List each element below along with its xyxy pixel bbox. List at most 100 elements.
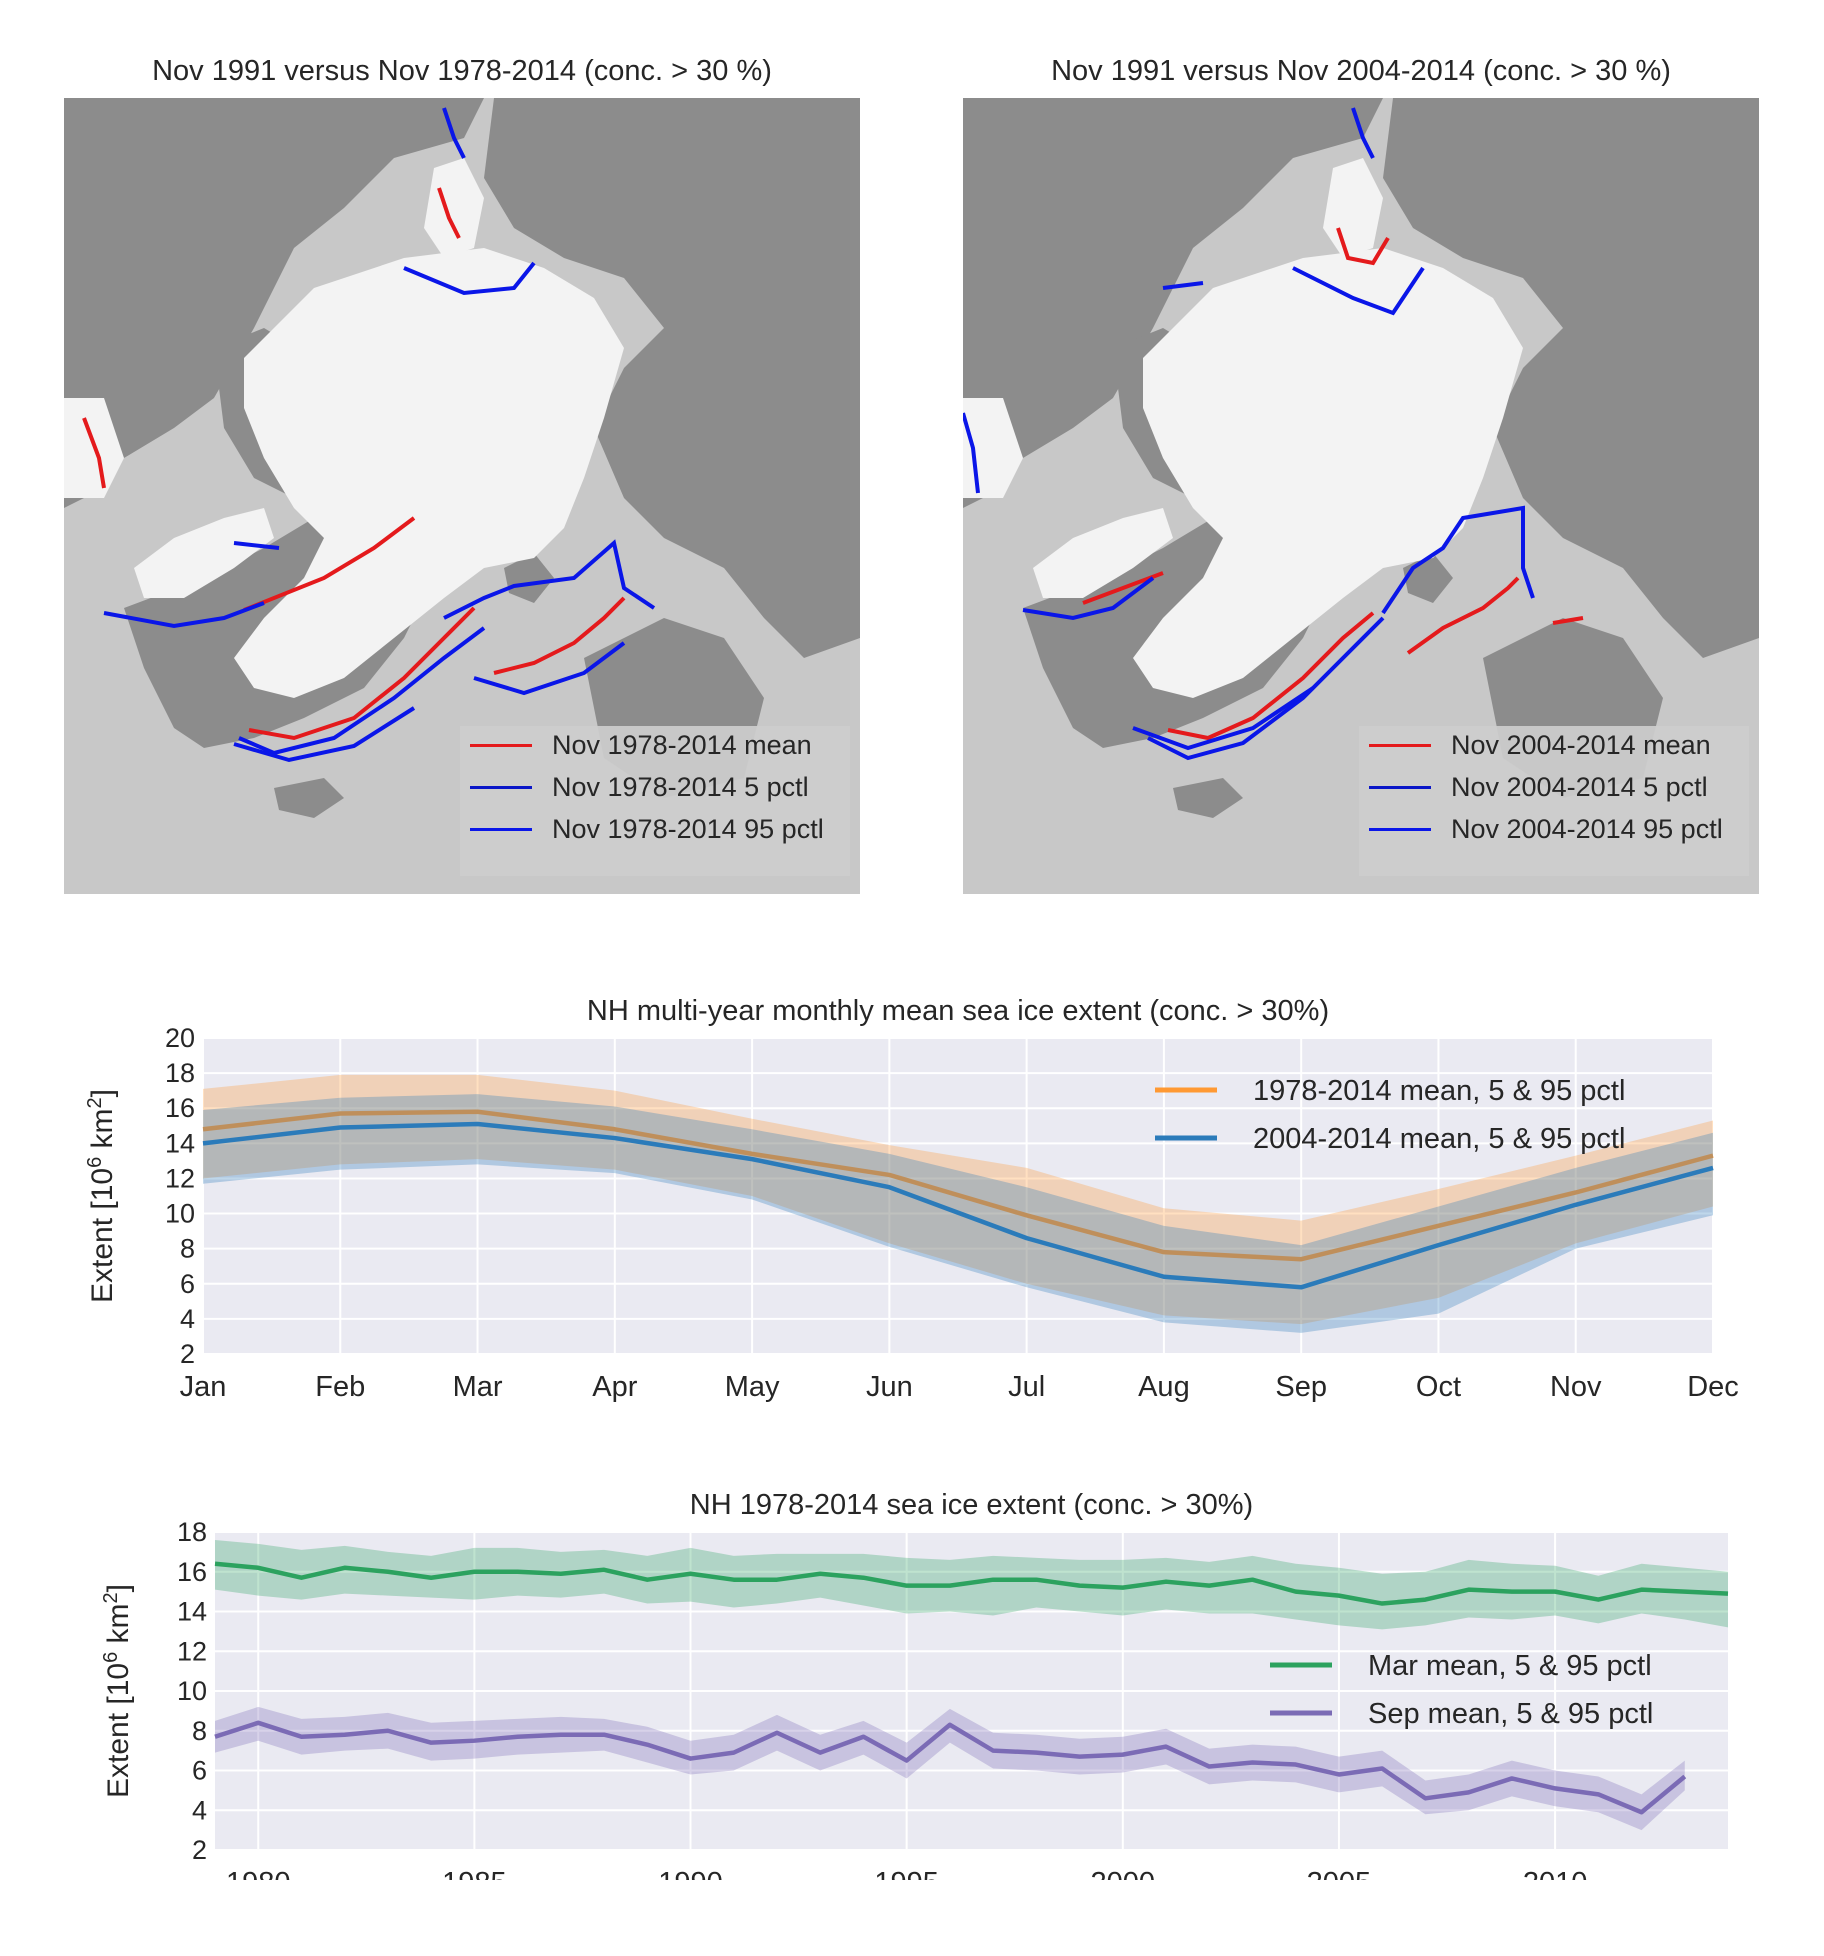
y-tick-label: 12: [177, 1636, 207, 1666]
y-tick-label: 18: [177, 1517, 207, 1547]
sea-ice-okhotsk: [424, 158, 484, 258]
y-axis-label: Extent [106 km2]: [100, 1584, 135, 1798]
legend-label: 1978-2014 mean, 5 & 95 pctl: [1253, 1075, 1625, 1107]
contour-95: [963, 412, 980, 494]
land-iceland: [274, 778, 344, 818]
legend-label: Nov 1978-2014 mean: [552, 730, 812, 760]
contour-mean: [243, 516, 416, 612]
series-line: [202, 1109, 1714, 1262]
contour-95: [403, 261, 536, 296]
x-tick-label: May: [725, 1371, 780, 1403]
land-north-america: [64, 98, 484, 508]
chart-title: NH 1978-2014 sea ice extent (conc. > 30%…: [690, 1489, 1253, 1521]
contour-mean: [1406, 576, 1520, 655]
map-2-legend: Nov 2004-2014 mean Nov 2004-2014 5 pctl …: [1359, 726, 1749, 876]
y-tick-label: 4: [192, 1795, 207, 1825]
contour-95: [233, 706, 416, 763]
legend-swatch: [470, 744, 532, 747]
x-tick-label: 2005: [1307, 1867, 1372, 1880]
x-tick-label: Mar: [453, 1371, 503, 1403]
legend-label: Mar mean, 5 & 95 pctl: [1368, 1650, 1652, 1682]
x-tick-label: 2010: [1523, 1867, 1588, 1880]
x-tick-label: Feb: [315, 1371, 365, 1403]
y-tick-label: 4: [180, 1304, 195, 1334]
contour-95: [1292, 266, 1425, 316]
map-1: Nov 1978-2014 mean Nov 1978-2014 5 pctl …: [64, 98, 860, 894]
series-band: [215, 1706, 1685, 1831]
contour-mean: [248, 606, 476, 741]
legend-label: Nov 1978-2014 95 pctl: [552, 814, 824, 844]
legend-swatch: [1369, 744, 1431, 747]
contour-mean: [493, 596, 626, 675]
y-tick-label: 12: [165, 1163, 195, 1193]
x-tick-label: 1995: [874, 1867, 939, 1880]
x-tick-label: 1990: [658, 1867, 723, 1880]
series-line: [202, 1121, 1714, 1290]
series-line: [214, 1561, 1729, 1606]
legend-entry: Nov 1978-2014 mean: [460, 726, 850, 766]
legend-swatch: [470, 786, 532, 789]
sea-ice: [1133, 248, 1523, 698]
land-iceland: [1173, 778, 1243, 818]
y-axis-label-text: Extent [106 km2]: [100, 1584, 135, 1798]
legend-label: Nov 2004-2014 5 pctl: [1451, 772, 1708, 802]
legend-label: Nov 2004-2014 mean: [1451, 730, 1711, 760]
sea-ice-baffin: [134, 508, 274, 598]
contour-95: [103, 601, 265, 629]
contour-95: [238, 626, 486, 756]
contour-95: [1351, 107, 1375, 159]
contour-95: [1022, 576, 1155, 621]
yearly-extent-chart: NH 1978-2014 sea ice extent (conc. > 30%…: [100, 1489, 1729, 1880]
sea-ice-baffin: [1033, 508, 1173, 598]
land-svalbard: [504, 553, 554, 603]
map-1-canvas: [64, 98, 860, 894]
y-tick-label: 8: [192, 1716, 207, 1746]
contour-95: [1132, 686, 1315, 751]
y-tick-label: 6: [180, 1269, 195, 1299]
contour-mean: [1167, 611, 1375, 741]
y-tick-label: 8: [180, 1234, 195, 1264]
sea-ice-hudson: [963, 398, 1023, 498]
contour-95: [1147, 616, 1385, 761]
y-tick-label: 20: [165, 1023, 195, 1053]
x-tick-label: 1980: [226, 1867, 291, 1880]
y-tick-label: 2: [180, 1339, 195, 1369]
x-tick-label: Jun: [866, 1371, 913, 1403]
map-1-legend: Nov 1978-2014 mean Nov 1978-2014 5 pctl …: [460, 726, 850, 876]
y-tick-label: 18: [165, 1058, 195, 1088]
contour-95: [443, 539, 656, 620]
legend-swatch: [470, 828, 532, 831]
series-band: [203, 1074, 1713, 1325]
chart-title: NH multi-year monthly mean sea ice exten…: [587, 995, 1329, 1027]
contour-mean: [1082, 571, 1164, 605]
land-siberia: [484, 98, 860, 658]
contour-mean: [437, 187, 461, 239]
contour-95: [1162, 281, 1204, 290]
legend-entry: Nov 1978-2014 5 pctl: [460, 768, 850, 808]
x-tick-label: Sep: [1275, 1371, 1327, 1403]
map-1-title: Nov 1991 versus Nov 1978-2014 (conc. > 3…: [152, 55, 772, 87]
x-tick-label: Jul: [1008, 1371, 1045, 1403]
x-tick-label: Nov: [1550, 1371, 1602, 1403]
legend-entry: Nov 2004-2014 95 pctl: [1359, 810, 1749, 850]
legend-label: Nov 1978-2014 5 pctl: [552, 772, 809, 802]
y-axis-label-text: Extent [106 km2]: [84, 1089, 119, 1303]
y-tick-label: 16: [165, 1093, 195, 1123]
map-2-title: Nov 1991 versus Nov 2004-2014 (conc. > 3…: [1051, 55, 1671, 87]
contour-95: [473, 641, 626, 696]
contour-95: [1381, 505, 1535, 615]
y-tick-label: 2: [192, 1835, 207, 1865]
y-tick-label: 16: [177, 1557, 207, 1587]
legend-swatch: [1369, 786, 1431, 789]
x-tick-label: 2000: [1091, 1867, 1156, 1880]
x-tick-label: 1985: [442, 1867, 507, 1880]
y-tick-label: 10: [177, 1676, 207, 1706]
contour-mean: [1552, 616, 1584, 625]
y-tick-label: 6: [192, 1756, 207, 1786]
map-2: Nov 2004-2014 mean Nov 2004-2014 5 pctl …: [963, 98, 1759, 894]
legend-label: Sep mean, 5 & 95 pctl: [1368, 1698, 1653, 1730]
contour-mean: [82, 417, 106, 489]
x-tick-label: Apr: [592, 1371, 637, 1403]
legend-swatch: [1369, 828, 1431, 831]
legend-entry: Nov 2004-2014 5 pctl: [1359, 768, 1749, 808]
